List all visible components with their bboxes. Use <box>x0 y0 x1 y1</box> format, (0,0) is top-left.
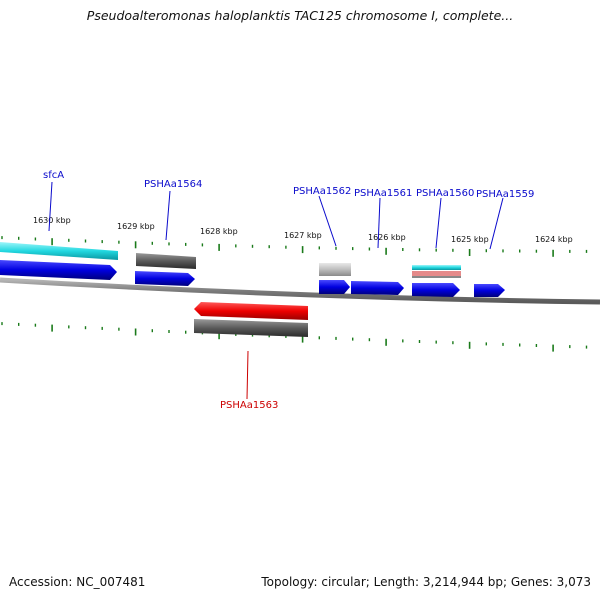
gene-PSHAa1561[interactable] <box>351 281 404 295</box>
leader-line-PSHAa1561 <box>377 197 381 249</box>
gene-track-PSHAa1560-cyan <box>412 265 461 270</box>
gene-label-PSHAa1559[interactable]: PSHAa1559 <box>476 189 534 200</box>
gene-PSHAa1563[interactable] <box>194 302 308 337</box>
leader-line-PSHAa1559 <box>489 197 504 250</box>
gene-track-PSHAa1560-pink <box>412 271 461 276</box>
gene-track-PSHAa1563 <box>194 319 308 337</box>
cds-arrow-PSHAa1563 <box>194 302 308 320</box>
leader-line-PSHAa1562 <box>318 195 337 247</box>
reverse-tick-marks <box>1 322 588 352</box>
tick-label-1628kbp: 1628 kbp <box>200 227 238 236</box>
cds-arrow-PSHAa1564 <box>135 271 195 286</box>
forward-tick-marks <box>1 236 588 257</box>
accession-label: Accession: NC_007481 <box>9 575 146 589</box>
gene-label-PSHAa1560[interactable]: PSHAa1560 <box>416 188 474 199</box>
leader-line-PSHAa1560 <box>435 197 442 249</box>
tick-label-1630kbp: 1630 kbp <box>33 216 71 225</box>
leader-line-PSHAa1564 <box>165 190 171 241</box>
tick-label-1629kbp: 1629 kbp <box>117 222 155 231</box>
gene-label-PSHAa1561[interactable]: PSHAa1561 <box>354 188 412 199</box>
tick-label-1625kbp: 1625 kbp <box>451 235 489 244</box>
gene-PSHAa1564[interactable] <box>135 253 196 286</box>
tick-label-1627kbp: 1627 kbp <box>284 231 322 240</box>
gene-track-sfcA <box>0 242 118 260</box>
gene-label-PSHAa1563[interactable]: PSHAa1563 <box>220 400 278 411</box>
tick-label-1624kbp: 1624 kbp <box>535 235 573 244</box>
leader-line-PSHAa1563 <box>246 350 249 400</box>
genome-summary: Topology: circular; Length: 3,214,944 bp… <box>261 575 591 589</box>
gene-label-sfcA[interactable]: sfcA <box>43 170 64 181</box>
gene-PSHAa1560[interactable] <box>412 265 461 297</box>
gene-track-PSHAa1562 <box>319 263 351 276</box>
gene-label-PSHAa1564[interactable]: PSHAa1564 <box>144 179 202 190</box>
cds-arrow-PSHAa1561 <box>351 281 404 295</box>
map-title: Pseudoalteromonas haloplanktis TAC125 ch… <box>86 8 514 23</box>
cds-arrow-PSHAa1560 <box>412 283 460 297</box>
gene-label-PSHAa1562[interactable]: PSHAa1562 <box>293 186 351 197</box>
chromosome-backbone <box>0 277 600 305</box>
gene-track-PSHAa1564 <box>136 253 196 269</box>
leader-line-sfcA <box>48 181 53 232</box>
gene-sfcA[interactable] <box>0 242 118 280</box>
cds-arrow-PSHAa1562 <box>319 280 350 294</box>
gene-PSHAa1562[interactable] <box>319 263 351 294</box>
cds-arrow-PSHAa1559 <box>474 284 505 297</box>
gene-track-PSHAa1560-gray <box>412 276 461 278</box>
tick-label-1626kbp: 1626 kbp <box>368 233 406 242</box>
gene-PSHAa1559[interactable] <box>474 284 505 297</box>
cds-arrow-sfcA <box>0 260 117 280</box>
